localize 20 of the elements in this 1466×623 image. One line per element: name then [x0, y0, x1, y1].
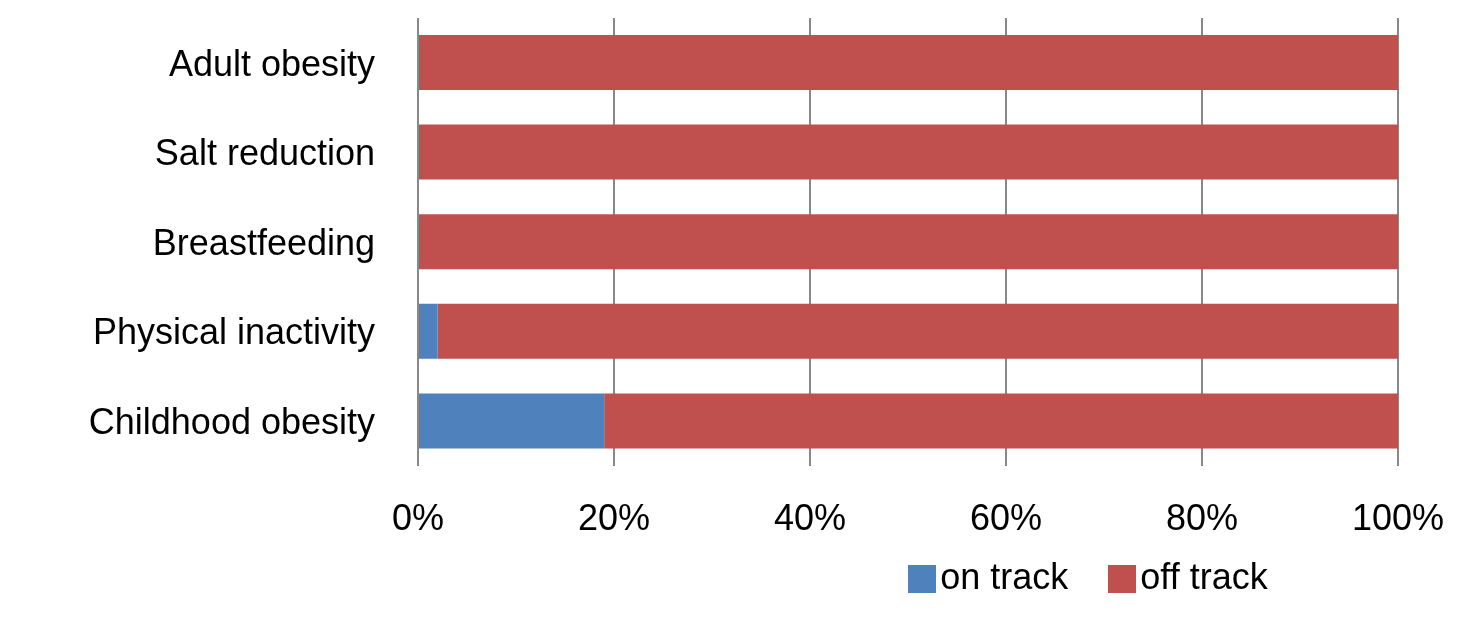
bar: [604, 393, 1398, 449]
y-tick-label: Breastfeeding: [152, 221, 375, 263]
bar: [418, 393, 605, 449]
y-tick-label: Childhood obesity: [88, 400, 375, 442]
bar: [437, 303, 1398, 359]
x-tick-label: 100%: [1351, 496, 1445, 538]
y-tick-label: Adult obesity: [168, 42, 375, 84]
legend-label: on track: [940, 556, 1069, 597]
x-tick-label: 60%: [969, 496, 1043, 538]
x-tick-label: 20%: [577, 496, 651, 538]
x-tick-label: 0%: [391, 496, 445, 538]
y-tick-label: Salt reduction: [154, 132, 375, 174]
bar: [418, 124, 1398, 180]
x-tick-label: 80%: [1165, 496, 1239, 538]
x-tick-label: 40%: [773, 496, 847, 538]
bar: [418, 35, 1398, 90]
bar: [418, 303, 438, 359]
bar: [418, 214, 1398, 270]
y-tick-label: Physical inactivity: [92, 311, 375, 353]
legend-label: off track: [1140, 556, 1268, 597]
